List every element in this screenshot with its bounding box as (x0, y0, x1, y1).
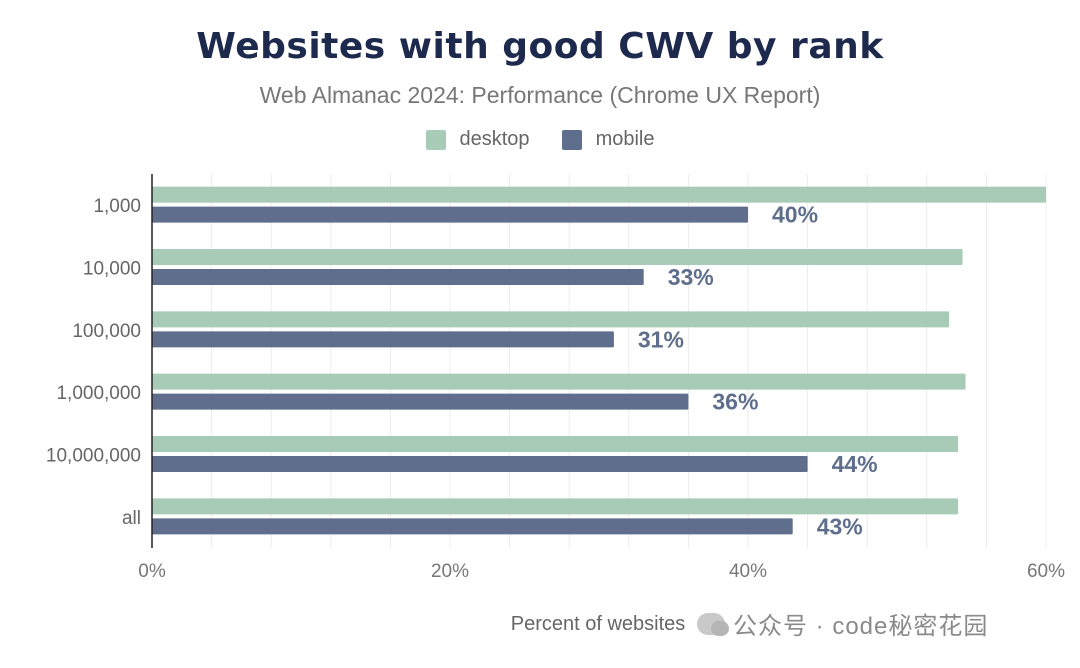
bar-mobile (152, 331, 614, 348)
bar-desktop (152, 498, 959, 515)
legend-label-mobile: mobile (595, 128, 655, 150)
data-label-mobile: 43% (817, 513, 863, 539)
watermark: 公众号 · code秘密花园 (697, 606, 988, 641)
legend-swatch-desktop (425, 129, 446, 150)
chart-title: Websites with good CWV by rank (196, 26, 884, 67)
watermark-text: 公众号 · code秘密花园 (733, 613, 989, 640)
data-label-mobile: 44% (832, 451, 878, 477)
y-tick-label: 10,000,000 (46, 446, 141, 467)
chart-subtitle: Web Almanac 2024: Performance (Chrome UX… (259, 82, 821, 108)
wechat-icon (697, 612, 729, 636)
legend-item-mobile[interactable]: mobile (561, 128, 655, 151)
bar-mobile (152, 456, 808, 472)
data-label-mobile: 36% (712, 389, 758, 415)
bar-mobile (152, 518, 793, 535)
y-tick-label: all (122, 508, 141, 529)
bar-desktop (152, 249, 963, 265)
bar-mobile (152, 269, 644, 285)
data-label-mobile: 31% (638, 326, 684, 352)
bar-desktop (152, 186, 1046, 203)
y-tick-label: 100,000 (72, 321, 141, 342)
legend-swatch-mobile (561, 129, 582, 150)
chart-legend: desktop mobile (0, 128, 1080, 151)
legend-label-desktop: desktop (459, 128, 530, 150)
y-tick-label: 1,000,000 (56, 383, 141, 404)
x-tick-label: 20% (431, 561, 469, 582)
data-label-mobile: 33% (668, 264, 714, 290)
legend-item-desktop[interactable]: desktop (425, 128, 530, 151)
x-tick-label: 40% (729, 561, 767, 582)
y-tick-label: 1,000 (93, 196, 141, 217)
bar-desktop (152, 436, 959, 452)
bar-desktop (152, 373, 966, 390)
data-label-mobile: 40% (772, 202, 818, 228)
x-tick-label: 0% (138, 561, 166, 582)
bar-mobile (152, 206, 748, 223)
bar-desktop (152, 311, 950, 328)
bar-mobile (152, 393, 689, 410)
x-tick-label: 60% (1027, 561, 1065, 582)
y-tick-label: 10,000 (83, 259, 141, 280)
x-axis-label: Percent of websites (511, 613, 686, 635)
